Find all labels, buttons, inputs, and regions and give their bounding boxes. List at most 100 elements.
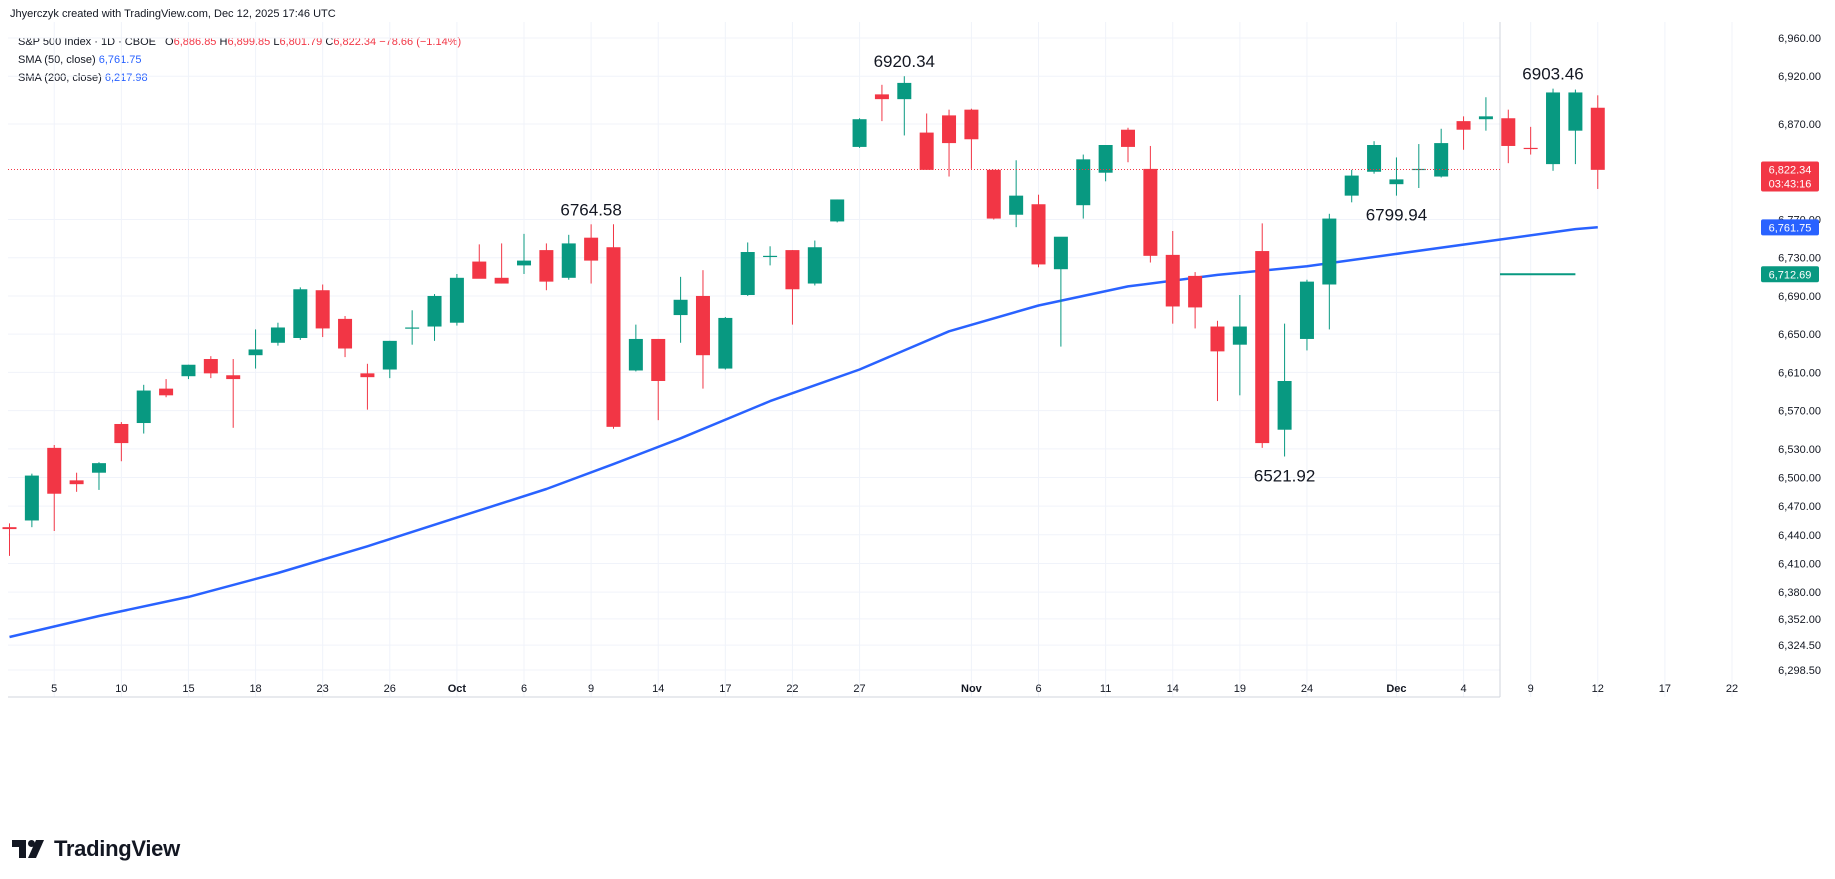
candle-body [1165,254,1180,307]
candle-body [852,119,867,147]
candle-body [1009,195,1024,215]
candle-body [1121,129,1135,147]
candles-layer [2,76,1605,556]
candle-body [1568,92,1583,131]
candle-body [69,480,84,485]
candle-body [1255,251,1270,444]
open-value: 6,886.85 [173,36,217,48]
x-tick-label: Dec [1386,683,1406,695]
x-tick-label: 5 [51,683,57,695]
candle [248,329,263,369]
candle-body [1277,380,1292,430]
y-tick-label: 6,352.00 [1778,614,1821,626]
candle [360,363,375,410]
sma50-line-layer [9,225,1598,639]
candle-body [494,277,509,284]
y-tick-label: 6,730.00 [1778,253,1821,265]
time-axis: 5 10 15 18 23 26 Oct 6 9 14 17 22 27 Nov 6 11 14 19 24 Dec 4… [51,683,1738,695]
y-tick-label: 6,380.00 [1778,587,1821,599]
chart-attribution: Jhyerczyk created with TradingView.com, … [10,8,336,20]
candle [897,76,912,136]
candle-body [673,299,688,316]
candle [964,108,979,169]
candle [1478,97,1493,131]
x-tick-label: 14 [652,683,664,695]
x-tick-label: Nov [961,683,983,695]
candle-body [830,199,845,222]
y-tick-label: 6,324.50 [1778,640,1821,652]
candle-body [1076,159,1091,206]
last-price-badge-label: 6,822.34 [1769,165,1812,177]
candle [1546,88,1561,171]
candle-body [405,327,420,329]
candle-body [1344,175,1359,196]
price-annotation: 6764.58 [560,200,621,219]
low-value: 6,801.79 [279,36,323,48]
candle-body [1299,281,1314,339]
candle [1344,169,1359,203]
candle-body [718,317,733,369]
candle [226,359,241,428]
candle [584,224,599,284]
hline-price-badge-bg [1761,266,1819,283]
candle [1188,272,1203,329]
candle [24,473,39,528]
candle [47,445,62,531]
sma50-legend-row[interactable]: SMA (50, close) 6,761.75 [18,51,461,69]
candle [293,287,308,340]
candle [315,284,330,338]
candle [942,109,957,177]
candle-body [897,82,912,100]
candle [405,310,420,345]
candle-body [1389,179,1404,185]
candle-body [964,109,979,140]
x-tick-label: 4 [1460,683,1466,695]
candle-body [226,375,241,380]
sma-price-badge-bg [1761,219,1819,236]
y-tick-label: 6,440.00 [1778,530,1821,542]
tradingview-logo[interactable]: TradingView [12,836,180,862]
y-tick-label: 6,530.00 [1778,444,1821,456]
candle-body [1523,147,1538,150]
y-tick-label: 6,690.00 [1778,291,1821,303]
candle [1501,109,1516,164]
candle [1523,126,1538,155]
candle [270,322,285,346]
candle-body [248,349,263,356]
candle-body [293,289,308,338]
candle-body [1098,145,1113,173]
candle [449,273,464,326]
last-price-badge-countdown: 03:43:16 [1769,179,1812,191]
candle-body [1232,326,1247,345]
sma200-legend-row[interactable]: SMA (200, close) 6,217.98 [18,69,461,87]
candle-body [561,243,576,278]
candle [1076,154,1091,219]
candle-body [449,277,464,323]
candle-body [360,373,375,378]
candle-body [986,169,1001,219]
candle [494,243,509,284]
candle [427,294,442,341]
candle [1299,279,1314,351]
candle-body [427,295,442,327]
candle-body [24,475,39,521]
change-value: −78.66 (−1.14%) [379,36,462,48]
y-tick-label: 6,298.50 [1778,665,1821,677]
candle [1121,127,1135,163]
candle [785,250,800,325]
candle-body [1322,218,1337,285]
candle-body [382,340,397,370]
y-tick-label: 6,610.00 [1778,367,1821,379]
candle [539,243,554,291]
sma50-line [9,225,1598,639]
candle [1568,89,1583,165]
candle-body [1501,118,1516,146]
candle-body [472,261,487,279]
candle [1031,194,1046,268]
x-tick-label: 17 [719,683,731,695]
candle-body [1031,204,1046,265]
y-tick-label: 6,870.00 [1778,119,1821,131]
x-tick-label: 18 [249,683,261,695]
x-tick-label: 6 [521,683,527,695]
